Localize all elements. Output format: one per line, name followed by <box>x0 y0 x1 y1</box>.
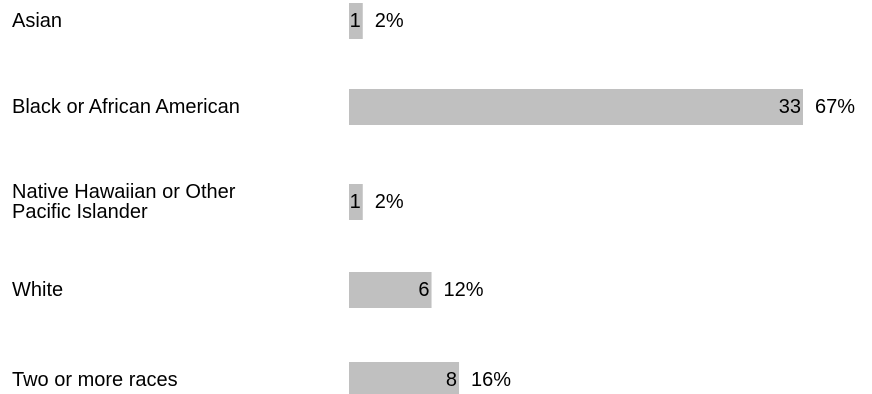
value-labels: 1 2%33 67%1 2%6 12%8 16% <box>350 10 856 391</box>
category-label: Asian <box>12 10 62 32</box>
bar-value-label: 6 <box>418 279 429 301</box>
bar <box>349 89 803 125</box>
bar-value-label: 8 <box>446 369 457 391</box>
bar-percent-label: 2% <box>375 191 404 213</box>
bar-percent-label: 12% <box>444 279 484 301</box>
category-labels: Asian Black or African American Native Haw… <box>12 10 240 391</box>
bar-value-label: 1 <box>350 191 361 213</box>
bar-value-label: 1 <box>350 10 361 32</box>
bar-percent-label: 67% <box>815 96 855 118</box>
bar <box>349 362 460 394</box>
category-label: Native Hawaiian or Other Pacific Islander <box>12 181 236 223</box>
bar <box>349 272 432 308</box>
category-label: Two or more races <box>12 369 178 391</box>
bar-percent-label: 2% <box>375 10 404 32</box>
bars <box>349 3 803 394</box>
category-label: Black or African American <box>12 96 240 118</box>
bar <box>349 184 363 220</box>
category-label: White <box>12 279 63 301</box>
bar <box>349 3 363 39</box>
bar-value-label: 33 <box>779 96 801 118</box>
bar-percent-label: 16% <box>471 369 511 391</box>
